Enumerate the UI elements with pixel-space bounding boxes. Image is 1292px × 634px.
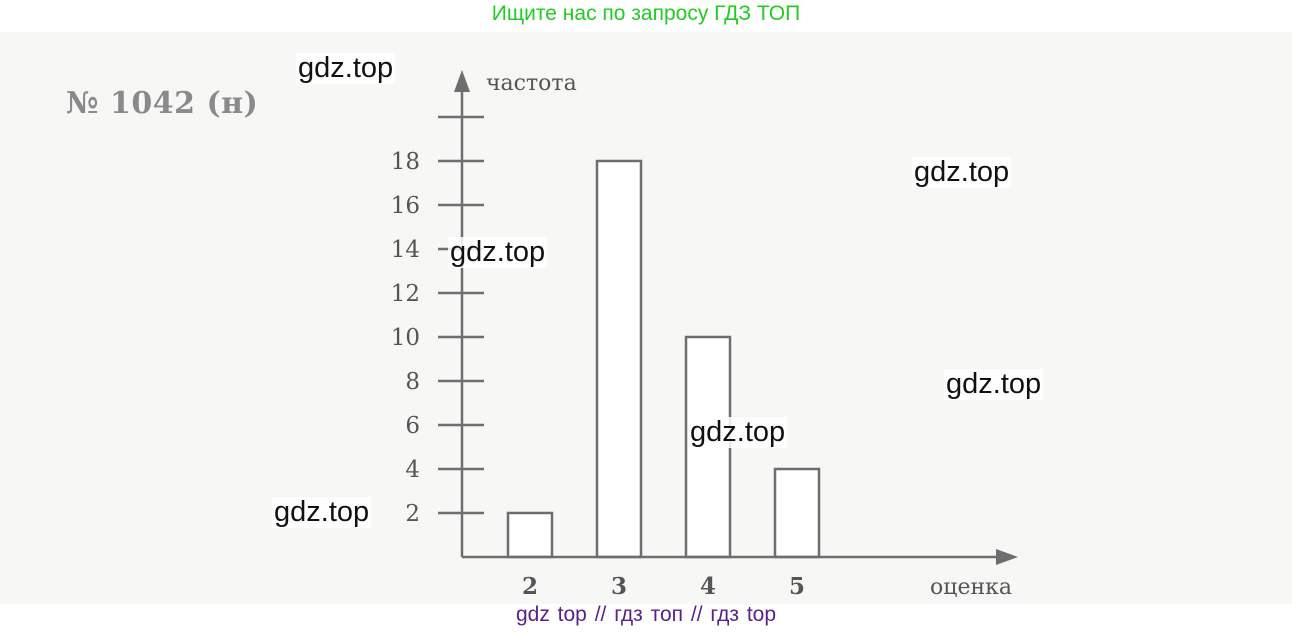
y-axis-arrow [454,70,470,92]
y-ticks-group [438,115,484,515]
x-tick-label-2: 2 [522,573,538,600]
y-tick-label-6: 6 [405,413,420,439]
y-tick-label-10: 10 [391,325,420,351]
bar-5 [773,467,821,559]
y-tick-label-8: 8 [405,369,420,395]
y-tick-label-12: 12 [391,281,420,307]
watermark-1: gdz.top [296,52,396,84]
x-axis-title: оценка [930,575,1012,600]
y-tick-label-18: 18 [391,149,420,175]
x-axis-arrow [996,549,1018,565]
y-axis-title: частота [486,71,577,96]
watermark-2: gdz.top [912,156,1012,188]
x-tick-label-5: 5 [789,573,805,600]
problem-number: № 1042 (н) [66,86,259,121]
y-tick-label-2: 2 [405,501,420,527]
watermark-3: gdz.top [448,236,548,268]
watermark-5: gdz.top [688,416,788,448]
labels-group: 2 4 6 8 10 12 14 16 18 2 3 4 5 частота оценка [391,71,1012,600]
watermark-6: gdz.top [272,496,372,528]
bar-2 [506,511,554,559]
watermark-4: gdz.top [944,368,1044,400]
bottom-links-banner: gdz top // гдз топ // гдз top [515,603,777,626]
search-banner: Ищите нас по запросу ГДЗ ТОП [491,2,801,25]
scanned-page-background [0,32,1292,604]
x-tick-label-3: 3 [611,573,627,600]
y-tick-label-4: 4 [405,457,420,483]
y-tick-label-16: 16 [391,193,420,219]
bars-group [506,159,821,559]
x-tick-label-4: 4 [700,573,716,600]
y-tick-label-14: 14 [391,237,420,263]
bar-3 [595,159,643,559]
axes-group [454,70,1018,565]
